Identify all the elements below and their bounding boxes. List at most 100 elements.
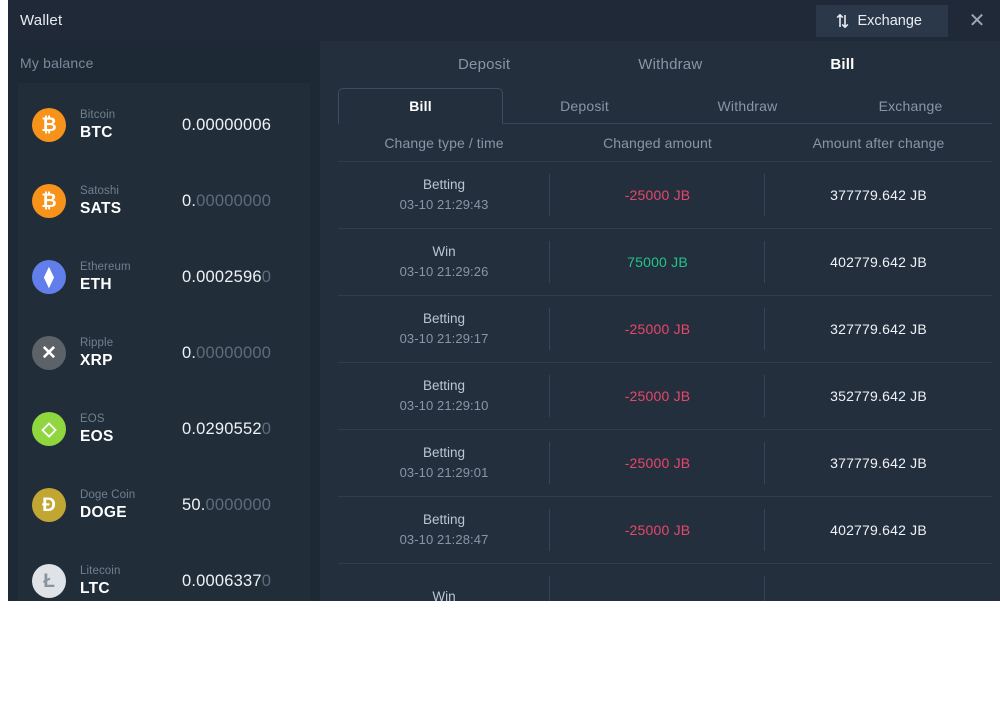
coin-full-name: Litecoin xyxy=(80,565,121,577)
wallet-modal: Wallet Exchange ✕ My balance ₿ Bitcoin BTC… xyxy=(8,0,1000,601)
bill-table-body[interactable]: Betting 03-10 21:29:43 -25000 JB 377779.642… xyxy=(338,162,992,601)
coin-glyph: ₿ xyxy=(41,190,57,212)
ethereum-icon: ⧫ xyxy=(32,260,66,294)
cell-change-type-time: Betting 03-10 21:28:47 xyxy=(338,497,550,563)
dogecoin-icon: Ð xyxy=(32,488,66,522)
tab-withdraw[interactable]: Withdraw xyxy=(666,88,829,124)
row-changed-amount: 75000 JB xyxy=(627,254,688,270)
top-nav-withdraw[interactable]: Withdraw xyxy=(626,56,714,73)
row-time: 03-10 21:29:17 xyxy=(399,331,489,346)
row-change-type: Win xyxy=(432,589,456,601)
tab-row: Bill Deposit Withdraw Exchange xyxy=(338,88,992,124)
my-balance-label: My balance xyxy=(20,55,94,71)
coin-glyph: ₿ xyxy=(41,114,57,136)
column-header-changed-amount: Changed amount xyxy=(603,134,712,151)
table-column-headers: Change type / time Changed amount Amount… xyxy=(338,124,992,162)
cell-amount-after: 402779.642 JB xyxy=(765,497,992,563)
cell-amount-after: 327779.642 JB xyxy=(765,296,992,362)
row-changed-amount: -25000 JB xyxy=(624,455,691,471)
coin-balance-amount: 0.00000000 xyxy=(182,344,271,363)
table-row: Betting 03-10 21:29:10 -25000 JB 352779.642… xyxy=(338,363,992,430)
coin-row[interactable]: Ð Doge Coin DOGE 50.0000000 xyxy=(18,467,310,543)
coin-names: Bitcoin BTC xyxy=(80,108,172,142)
row-amount-after: 327779.642 JB xyxy=(830,321,927,337)
coin-balance-significant: 50. xyxy=(182,495,206,514)
column-header-change-type: Change type / time xyxy=(384,134,504,151)
coin-balance-trailing: 0 xyxy=(261,571,272,590)
cell-change-type-time: Betting 03-10 21:29:43 xyxy=(338,162,550,228)
coin-symbol: BTC xyxy=(80,124,113,141)
coin-symbol: EOS xyxy=(80,428,114,445)
row-change-type: Betting xyxy=(422,445,466,460)
coin-balance-trailing: 0 xyxy=(261,267,272,286)
row-change-type: Betting xyxy=(422,177,466,192)
table-row: Betting 03-10 21:28:47 -25000 JB 402779.642… xyxy=(338,497,992,564)
coin-glyph: Ð xyxy=(42,494,56,516)
coin-symbol: SATS xyxy=(80,200,122,217)
close-icon[interactable]: ✕ xyxy=(964,8,990,34)
row-amount-after: 377779.642 JB xyxy=(830,187,927,203)
coin-balance-significant: 0.0002596 xyxy=(182,267,262,286)
row-change-type: Win xyxy=(432,244,456,259)
ripple-icon: ✕ xyxy=(32,336,66,370)
coin-names: Doge Coin DOGE xyxy=(80,488,172,522)
top-nav: Deposit Withdraw Bill xyxy=(320,41,1000,88)
coin-row[interactable]: ◇ EOS EOS 0.02905520 xyxy=(18,391,310,467)
coin-names: EOS EOS xyxy=(80,412,172,446)
coin-row[interactable]: ✕ Ripple XRP 0.00000000 xyxy=(18,315,310,391)
coin-names: Ripple XRP xyxy=(80,336,172,370)
modal-body: My balance ₿ Bitcoin BTC 0.00000006 ₿ Satoshi… xyxy=(8,41,1000,601)
tab-deposit[interactable]: Deposit xyxy=(503,88,666,124)
tab-bill[interactable]: Bill xyxy=(338,88,503,124)
coin-names: Satoshi SATS xyxy=(80,184,172,218)
coin-row[interactable]: Ł Litecoin LTC 0.00063370 xyxy=(18,543,310,601)
cell-change-type-time: Win 03-10 21:29:26 xyxy=(338,229,550,295)
coin-balance-significant: 0. xyxy=(182,343,197,362)
row-amount-after: 402779.642 JB xyxy=(830,522,927,538)
coin-symbol: XRP xyxy=(80,352,113,369)
exchange-button[interactable]: Exchange xyxy=(815,5,948,37)
coin-list: ₿ Bitcoin BTC 0.00000006 ₿ Satoshi SATS 0.00000… xyxy=(18,83,310,601)
cell-amount-after xyxy=(765,564,992,601)
coin-full-name: Doge Coin xyxy=(80,489,136,501)
coin-full-name: EOS xyxy=(80,413,105,425)
row-change-type: Betting xyxy=(422,378,466,393)
top-nav-bill[interactable]: Bill xyxy=(818,56,866,73)
coin-full-name: Satoshi xyxy=(80,185,120,197)
cell-change-type-time: Win xyxy=(338,564,550,601)
cell-change-type-time: Betting 03-10 21:29:17 xyxy=(338,296,550,362)
coin-balance-amount: 0.02905520 xyxy=(182,420,271,439)
coin-balance-significant: 0. xyxy=(182,191,197,210)
cell-changed-amount: -25000 JB xyxy=(550,363,765,429)
cell-changed-amount: -25000 JB xyxy=(550,497,765,563)
page-title: Wallet xyxy=(20,12,63,29)
row-time: 03-10 21:28:47 xyxy=(399,532,489,547)
row-amount-after: 377779.642 JB xyxy=(830,455,927,471)
coin-balance-amount: 0.00063370 xyxy=(182,572,271,591)
coin-symbol: DOGE xyxy=(80,504,127,521)
cell-amount-after: 377779.642 JB xyxy=(765,162,992,228)
table-row: Win 03-10 21:29:26 75000 JB 402779.642 JB xyxy=(338,229,992,296)
cell-change-type-time: Betting 03-10 21:29:10 xyxy=(338,363,550,429)
top-nav-deposit[interactable]: Deposit xyxy=(446,56,522,73)
coin-balance-amount: 0.00000000 xyxy=(182,192,271,211)
row-amount-after: 402779.642 JB xyxy=(830,254,927,270)
coin-balance-significant: 0.00000006 xyxy=(182,115,272,134)
row-amount-after: 352779.642 JB xyxy=(830,388,927,404)
coin-glyph: ⧫ xyxy=(44,266,54,288)
coin-balance-trailing: 00000000 xyxy=(196,191,272,210)
tab-exchange[interactable]: Exchange xyxy=(829,88,992,124)
row-changed-amount: -25000 JB xyxy=(624,187,691,203)
cell-changed-amount: -25000 JB xyxy=(550,162,765,228)
coin-row[interactable]: ₿ Satoshi SATS 0.00000000 xyxy=(18,163,310,239)
cell-change-type-time: Betting 03-10 21:29:01 xyxy=(338,430,550,496)
column-header-amount-after: Amount after change xyxy=(812,134,945,151)
table-row: Betting 03-10 21:29:43 -25000 JB 377779.642… xyxy=(338,162,992,229)
coin-row[interactable]: ⧫ Ethereum ETH 0.00025960 xyxy=(18,239,310,315)
row-time: 03-10 21:29:26 xyxy=(399,264,489,279)
content-panel: Deposit Withdraw Bill Bill Deposit Withdraw E… xyxy=(320,41,1000,601)
coin-row[interactable]: ₿ Bitcoin BTC 0.00000006 xyxy=(18,87,310,163)
coin-balance-trailing: 0 xyxy=(261,419,272,438)
coin-names: Litecoin LTC xyxy=(80,564,172,598)
coin-balance-significant: 0.0290552 xyxy=(182,419,262,438)
